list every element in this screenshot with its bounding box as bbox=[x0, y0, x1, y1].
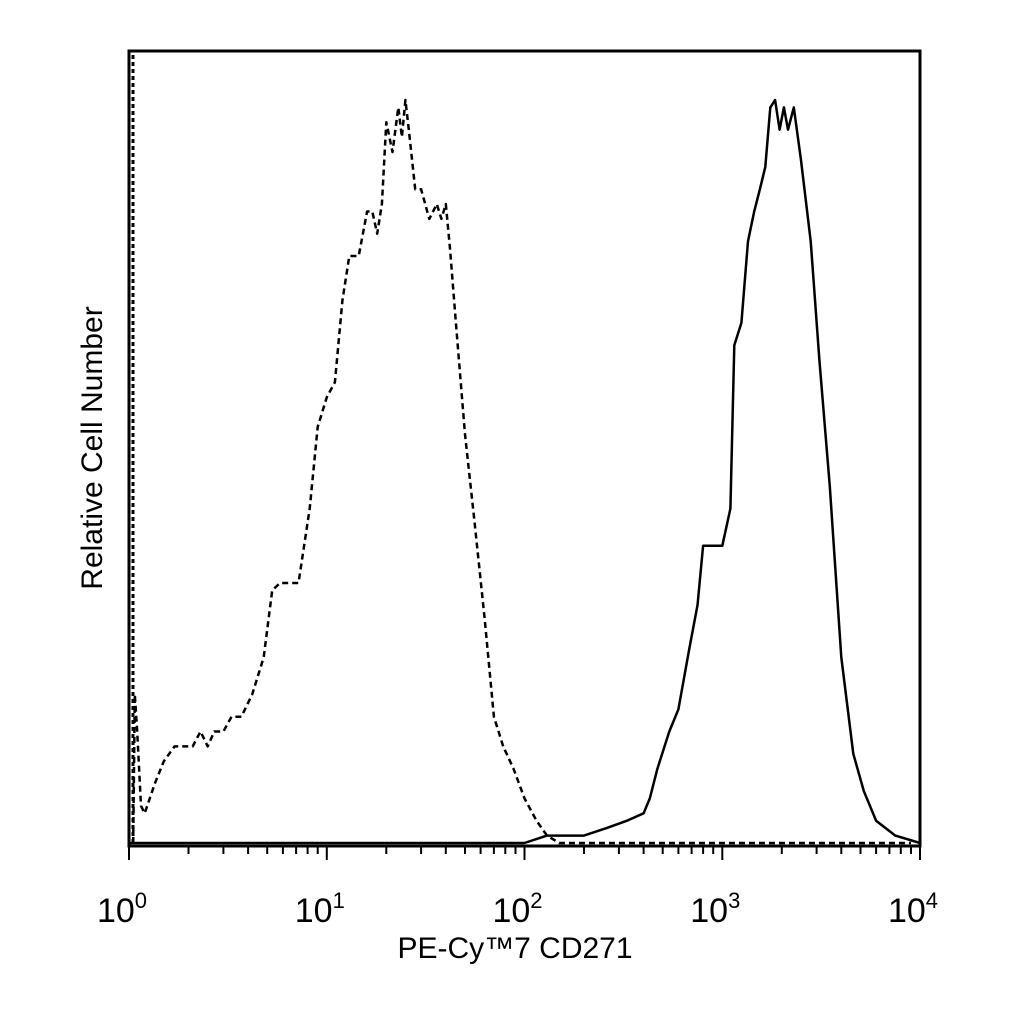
y-axis-title: Relative Cell Number bbox=[76, 306, 109, 589]
x-tick-label: 100 bbox=[97, 888, 147, 930]
x-tick-label: 103 bbox=[690, 888, 740, 930]
plot-area bbox=[129, 55, 921, 845]
x-tick-label: 102 bbox=[492, 888, 542, 930]
x-axis-ticks bbox=[128, 846, 921, 860]
series-line-solid bbox=[129, 98, 921, 845]
series-line-dashed bbox=[131, 98, 911, 845]
x-axis-title: PE-Cy™7 CD271 bbox=[397, 932, 632, 965]
x-tick-label: 104 bbox=[888, 888, 938, 930]
x-axis-tick-labels: 100 101 102 103 104 bbox=[97, 888, 938, 930]
x-tick-label: 101 bbox=[295, 888, 345, 930]
